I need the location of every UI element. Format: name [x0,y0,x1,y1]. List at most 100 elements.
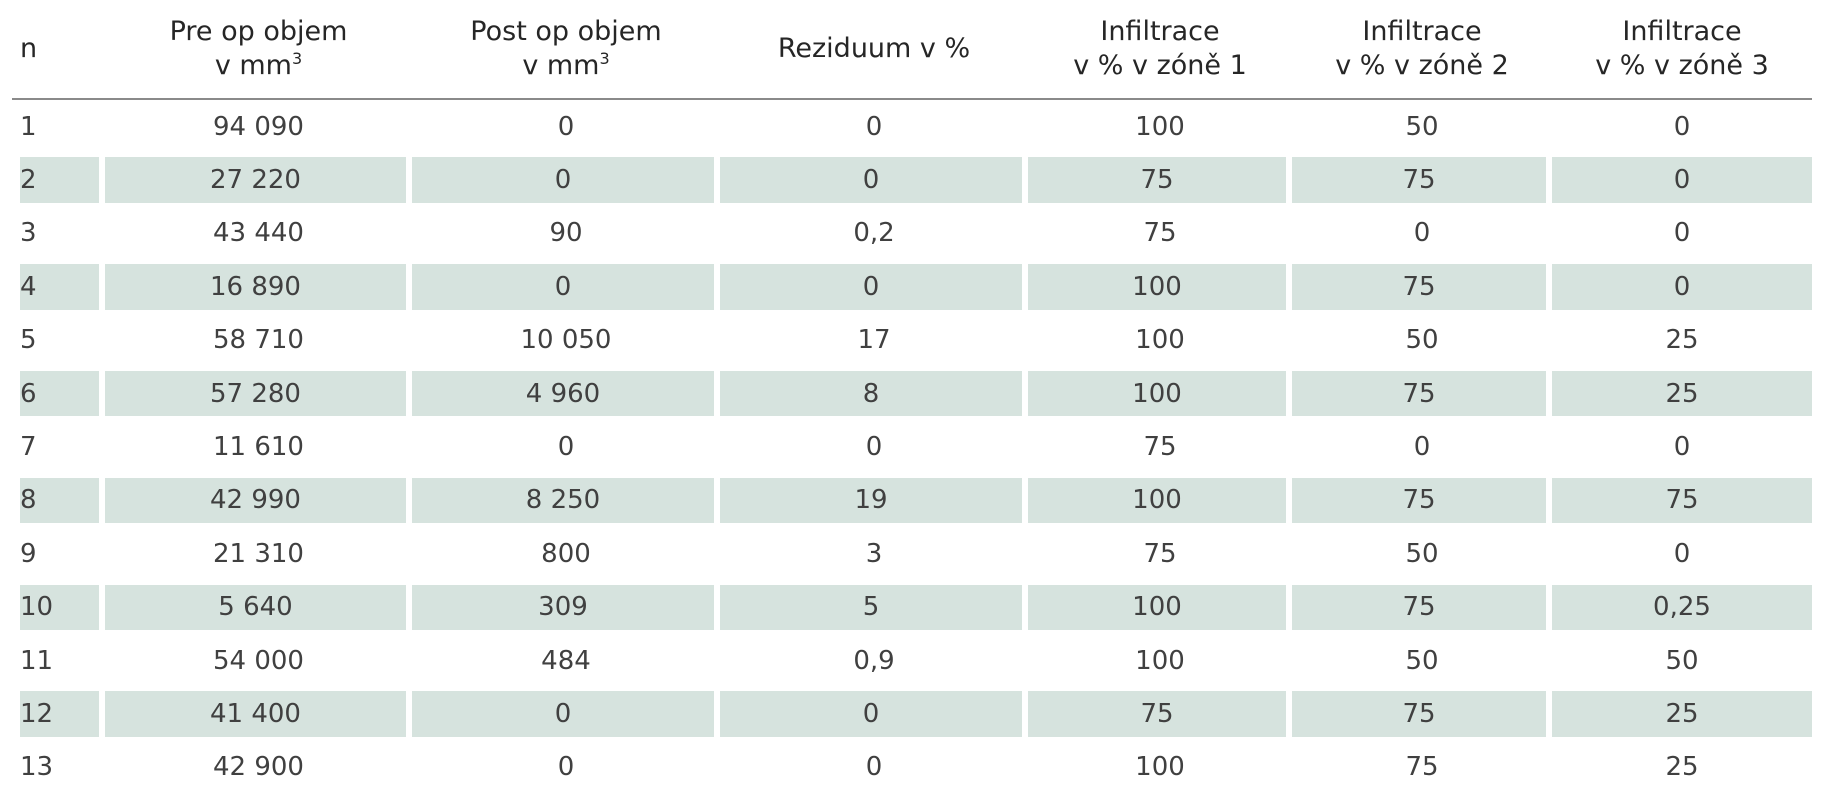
cell-n: 1 [20,111,37,142]
cell-infiltration-zone-1: 75 [1143,432,1177,463]
cell-post-op-volume: 0 [557,752,575,783]
header-infiltration-zone-1: Infiltrace v % v zóně 1 [1073,16,1247,81]
header-infiltration-zone-3: Infiltrace v % v zóně 3 [1595,16,1769,81]
cell-post-op-volume: 8 250 [412,473,720,528]
cell-n: 9 [20,538,37,569]
cell-infiltration-zone-3: 0 [1673,432,1691,463]
cell-pre-op-volume: 42 900 [213,752,304,783]
cell-post-op-volume: 0 [557,111,575,142]
header-pre-op-volume: Pre op objem v mm3 [169,16,348,81]
cell-infiltration-zone-3: 25 [1665,752,1699,783]
table-header: n Pre op objem v mm3 Post op objem v mm3… [12,0,1812,100]
cell-post-op-volume: 4 960 [412,366,720,421]
cell-infiltration-zone-1: 100 [1135,325,1185,356]
cell-infiltration-zone-3: 25 [1552,367,1812,420]
cell-n: 7 [20,432,37,463]
table-row: 7 11 610 0 0 75 0 0 [12,420,1812,473]
data-table: n Pre op objem v mm3 Post op objem v mm3… [12,0,1812,794]
cell-residuum: 0 [720,687,1028,741]
cell-pre-op-volume: 94 090 [213,111,304,142]
cell-infiltration-zone-1: 75 [1028,687,1292,741]
cell-infiltration-zone-1: 75 [1143,538,1177,569]
cell-n: 11 [20,645,54,676]
cell-residuum: 3 [865,538,883,569]
cell-residuum: 0 [865,432,883,463]
cell-n: 10 [12,580,105,634]
cell-infiltration-zone-2: 50 [1405,111,1439,142]
cell-post-op-volume: 10 050 [520,325,612,356]
cell-post-op-volume: 484 [541,645,591,676]
table-row: 8 42 990 8 250 19 100 75 75 [12,473,1812,528]
cell-infiltration-zone-2: 75 [1292,473,1552,528]
cell-infiltration-zone-1: 100 [1028,580,1292,634]
cell-infiltration-zone-3: 25 [1552,687,1812,740]
table-body: 1 94 090 0 0 100 50 0 2 27 220 0 0 75 75 0 3 43 440 90 0,… [12,100,1812,794]
cell-pre-op-volume: 43 440 [213,218,304,249]
cell-pre-op-volume: 21 310 [213,538,304,569]
cell-infiltration-zone-1: 100 [1135,111,1185,142]
cell-infiltration-zone-2: 50 [1405,645,1439,676]
cell-residuum: 0,9 [853,645,895,676]
cell-residuum: 0,2 [853,218,895,249]
cell-infiltration-zone-2: 75 [1292,260,1552,314]
cell-residuum: 19 [720,473,1028,528]
cell-infiltration-zone-3: 75 [1552,474,1812,527]
cell-pre-op-volume: 27 220 [105,153,412,207]
table-row: 10 5 640 309 5 100 75 0,25 [12,580,1812,634]
table-row: 6 57 280 4 960 8 100 75 25 [12,366,1812,421]
cell-infiltration-zone-1: 100 [1135,645,1185,676]
cell-post-op-volume: 0 [412,687,720,741]
table-row: 3 43 440 90 0,2 75 0 0 [12,207,1812,260]
cell-infiltration-zone-2: 50 [1405,325,1439,356]
cell-infiltration-zone-3: 50 [1665,645,1699,676]
cell-infiltration-zone-3: 0 [1673,218,1691,249]
cell-post-op-volume: 0 [412,153,720,207]
header-infiltration-zone-2: Infiltrace v % v zóně 2 [1335,16,1509,81]
cell-infiltration-zone-3: 0 [1673,538,1691,569]
table-row: 13 42 900 0 0 100 75 25 [12,741,1812,794]
cell-post-op-volume: 90 [549,218,583,249]
cell-residuum: 8 [720,366,1028,421]
table-row: 1 94 090 0 0 100 50 0 [12,100,1812,153]
cell-residuum: 0 [865,752,883,783]
cell-infiltration-zone-3: 0 [1673,111,1691,142]
header-n: n [20,33,38,64]
cell-infiltration-zone-1: 100 [1028,473,1292,528]
cell-n: 5 [20,325,37,356]
cell-infiltration-zone-2: 0 [1413,218,1431,249]
cell-post-op-volume: 800 [541,538,591,569]
cell-infiltration-zone-2: 75 [1292,580,1552,634]
cell-pre-op-volume: 58 710 [213,325,304,356]
cell-post-op-volume: 309 [412,580,720,634]
cell-n: 8 [12,473,105,528]
cell-n: 2 [12,153,105,207]
cell-n: 4 [12,260,105,314]
cell-post-op-volume: 0 [557,432,575,463]
cell-pre-op-volume: 41 400 [105,687,412,741]
table-row: 4 16 890 0 0 100 75 0 [12,260,1812,314]
cell-infiltration-zone-3: 0 [1552,153,1812,206]
cell-post-op-volume: 0 [412,260,720,314]
cell-pre-op-volume: 42 990 [105,473,412,528]
header-post-op-volume: Post op objem v mm3 [470,16,662,81]
cell-infiltration-zone-2: 75 [1405,752,1439,783]
cell-pre-op-volume: 11 610 [213,432,304,463]
cell-n: 3 [20,218,37,249]
cell-n: 13 [20,752,54,783]
table-row: 5 58 710 10 050 17 100 50 25 [12,314,1812,367]
cell-infiltration-zone-1: 100 [1028,366,1292,421]
cell-infiltration-zone-2: 75 [1292,687,1552,741]
cell-infiltration-zone-2: 50 [1405,538,1439,569]
cell-infiltration-zone-2: 0 [1413,432,1431,463]
cell-residuum: 5 [720,580,1028,634]
cell-n: 12 [12,687,105,741]
cell-residuum: 0 [720,153,1028,207]
cell-residuum: 0 [865,111,883,142]
cell-pre-op-volume: 5 640 [105,580,412,634]
header-residuum: Reziduum v % [777,33,971,64]
cell-residuum: 0 [720,260,1028,314]
cell-infiltration-zone-2: 75 [1292,153,1552,207]
cell-residuum: 17 [857,325,891,356]
table-row: 12 41 400 0 0 75 75 25 [12,687,1812,741]
table-row: 9 21 310 800 3 75 50 0 [12,527,1812,580]
